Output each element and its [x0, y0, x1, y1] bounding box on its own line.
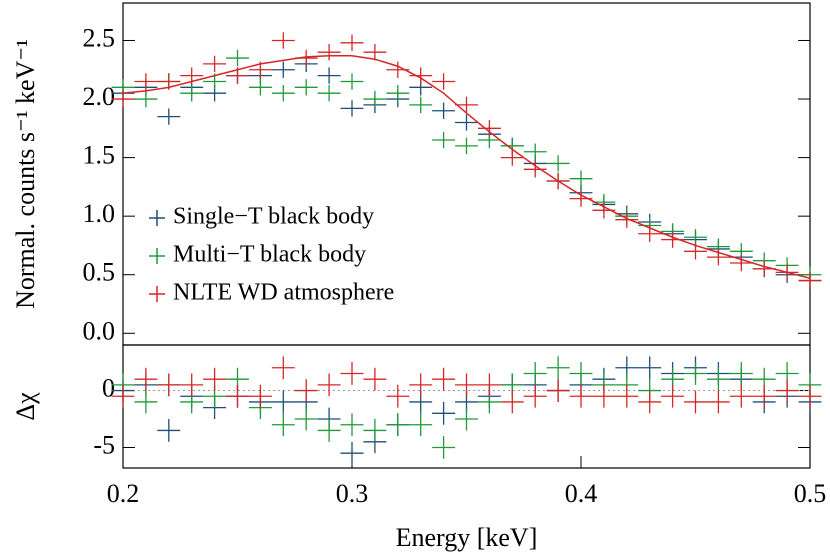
y-tick-label: 0.5 [83, 258, 116, 287]
x-tick-label: 0.2 [107, 479, 140, 508]
y-tick-label: -5 [93, 430, 115, 459]
y-axis-label: Δχ [11, 392, 40, 421]
x-axis-label: Energy [keV] [396, 523, 538, 552]
legend-label: Single−T black body [173, 204, 374, 230]
model-line [122, 54, 811, 279]
legend-label: NLTE WD atmosphere [173, 280, 394, 306]
y-tick-label: 1.5 [83, 141, 116, 170]
x-tick-label: 0.4 [565, 479, 598, 508]
y-tick-label: 0 [102, 374, 115, 403]
legend-label: Multi−T black body [173, 242, 366, 268]
x-tick-label: 0.3 [336, 479, 369, 508]
y-tick-label: 0.0 [83, 316, 116, 345]
y-tick-label: 2.0 [83, 82, 116, 111]
y-axis-label: Normal. counts s⁻¹ keV⁻¹ [11, 39, 40, 309]
y-tick-label: 1.0 [83, 199, 116, 228]
y-tick-label: 2.5 [83, 23, 116, 52]
x-tick-label: 0.5 [794, 479, 827, 508]
